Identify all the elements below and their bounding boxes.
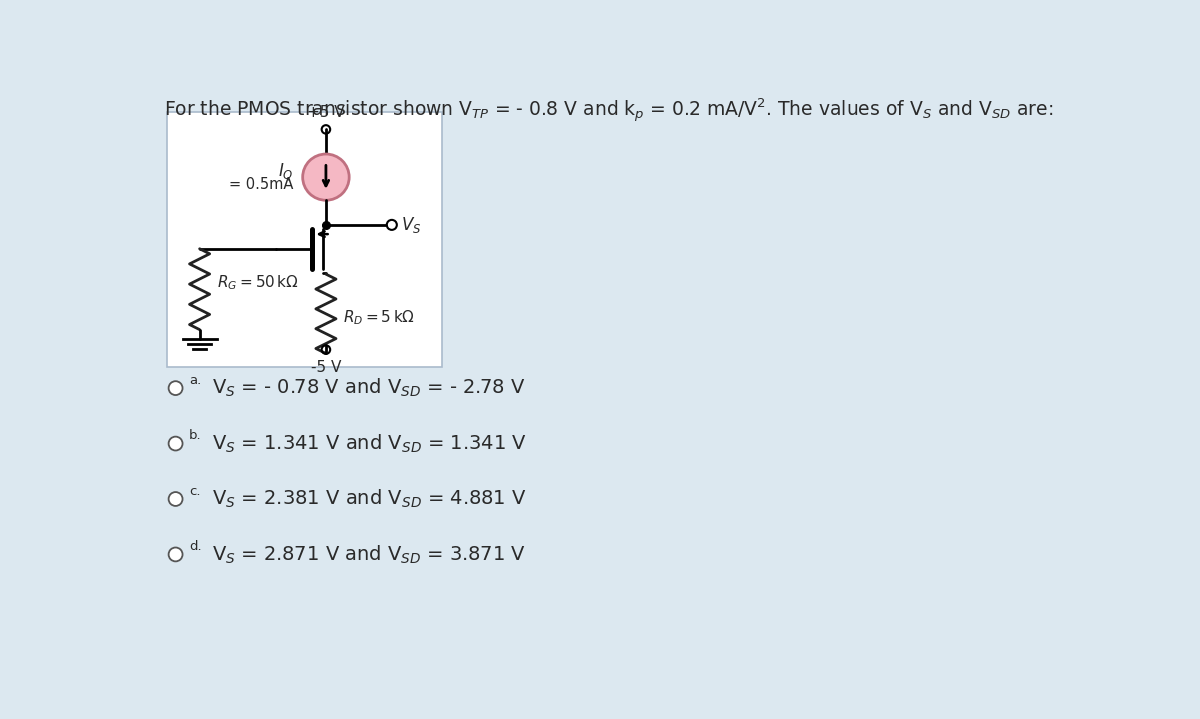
- Text: +5 V: +5 V: [307, 105, 344, 120]
- Circle shape: [168, 436, 182, 451]
- Text: b.: b.: [188, 429, 202, 442]
- Text: $I_Q$: $I_Q$: [277, 162, 293, 183]
- Text: $R_D = 5\,\mathrm{k\Omega}$: $R_D = 5\,\mathrm{k\Omega}$: [343, 308, 415, 327]
- Text: d.: d.: [188, 540, 202, 553]
- Text: For the PMOS transistor shown V$_{TP}$ = - 0.8 V and k$_p$ = 0.2 mA/V$^2$. The v: For the PMOS transistor shown V$_{TP}$ =…: [164, 97, 1054, 125]
- Text: c.: c.: [188, 485, 200, 498]
- Text: $R_G = 50\,\mathrm{k\Omega}$: $R_G = 50\,\mathrm{k\Omega}$: [217, 274, 299, 293]
- Text: V$_S$ = 2.381 V and V$_{SD}$ = 4.881 V: V$_S$ = 2.381 V and V$_{SD}$ = 4.881 V: [212, 488, 527, 510]
- Circle shape: [302, 154, 349, 200]
- Text: -5 V: -5 V: [311, 360, 341, 375]
- Text: $V_S$: $V_S$: [401, 215, 421, 235]
- Circle shape: [168, 492, 182, 506]
- Text: a.: a.: [188, 374, 202, 387]
- Text: = 0.5mA: = 0.5mA: [229, 178, 293, 193]
- Bar: [167, 112, 442, 367]
- Circle shape: [168, 547, 182, 562]
- Text: V$_S$ = 2.871 V and V$_{SD}$ = 3.871 V: V$_S$ = 2.871 V and V$_{SD}$ = 3.871 V: [212, 544, 526, 566]
- Text: V$_S$ = - 0.78 V and V$_{SD}$ = - 2.78 V: V$_S$ = - 0.78 V and V$_{SD}$ = - 2.78 V: [212, 377, 526, 399]
- Text: V$_S$ = 1.341 V and V$_{SD}$ = 1.341 V: V$_S$ = 1.341 V and V$_{SD}$ = 1.341 V: [212, 432, 527, 454]
- Circle shape: [168, 381, 182, 395]
